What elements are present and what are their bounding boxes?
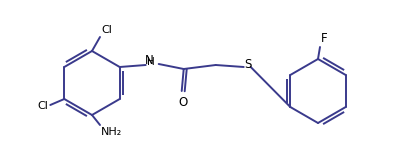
Text: S: S xyxy=(245,58,252,70)
Text: NH₂: NH₂ xyxy=(101,127,122,137)
Text: N: N xyxy=(145,53,154,66)
Text: F: F xyxy=(321,32,328,45)
Text: Cl: Cl xyxy=(37,101,48,111)
Text: H: H xyxy=(147,57,154,67)
Text: O: O xyxy=(178,96,187,109)
Text: Cl: Cl xyxy=(101,25,112,35)
